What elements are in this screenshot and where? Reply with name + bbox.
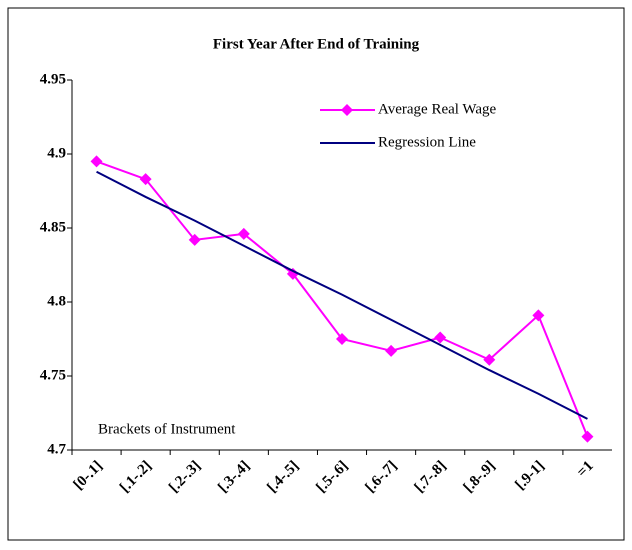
marker bbox=[237, 227, 250, 240]
legend-label: Average Real Wage bbox=[378, 101, 497, 117]
marker bbox=[286, 267, 299, 280]
marker bbox=[434, 331, 447, 344]
marker bbox=[483, 353, 496, 366]
chart-border bbox=[7, 7, 625, 541]
y-tick-label: 4.95 bbox=[40, 71, 66, 87]
marker bbox=[139, 173, 152, 186]
y-tick-label: 4.7 bbox=[47, 441, 66, 457]
marker bbox=[336, 333, 348, 345]
y-tick-label: 4.75 bbox=[40, 367, 66, 383]
marker bbox=[188, 233, 201, 246]
marker bbox=[90, 155, 103, 168]
chart-title: First Year After End of Training bbox=[213, 36, 420, 52]
legend-label: Regression Line bbox=[378, 134, 476, 150]
series-line bbox=[96, 170, 588, 420]
marker bbox=[532, 309, 545, 322]
y-tick-label: 4.8 bbox=[47, 293, 66, 309]
y-tick-label: 4.9 bbox=[47, 145, 66, 161]
marker bbox=[385, 344, 398, 357]
marker bbox=[581, 430, 594, 443]
annotation: Brackets of Instrument bbox=[98, 421, 236, 437]
y-tick-label: 4.85 bbox=[40, 219, 66, 235]
legend-marker bbox=[341, 104, 353, 116]
